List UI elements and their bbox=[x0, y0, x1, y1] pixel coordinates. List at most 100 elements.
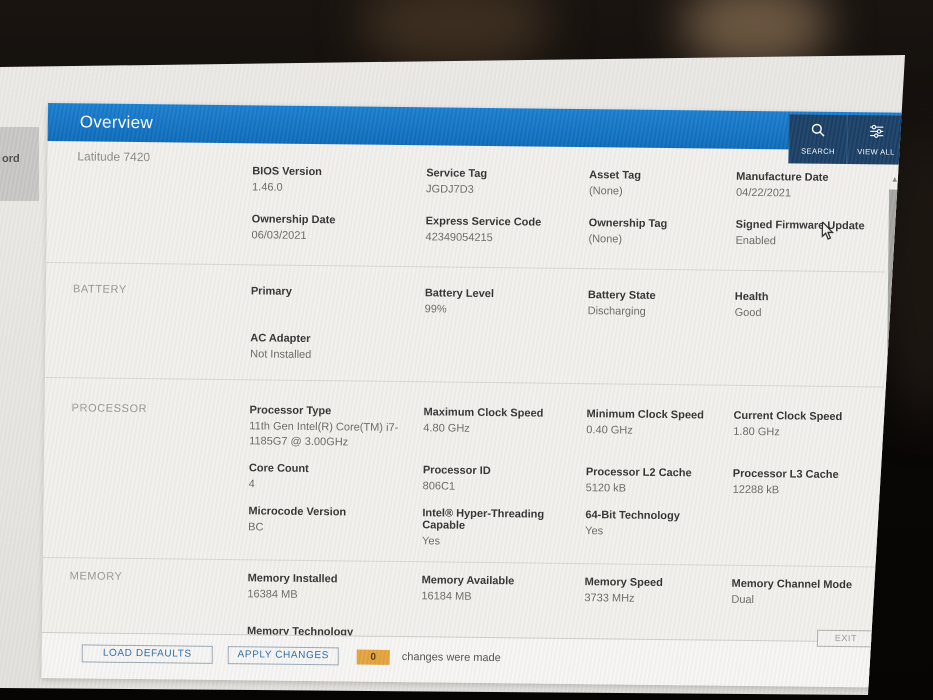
footer-actions: LOAD DEFAULTS APPLY CHANGES 0 changes we… bbox=[81, 644, 501, 667]
search-button-label: SEARCH bbox=[801, 146, 835, 156]
field: Processor L2 Cache 5120 kB bbox=[586, 466, 733, 498]
field-label: Primary bbox=[250, 285, 292, 298]
field-value: 4 bbox=[248, 477, 255, 491]
field: Ownership Date 06/03/2021 bbox=[251, 213, 425, 245]
field: Minimum Clock Speed 0.40 GHz bbox=[586, 408, 733, 454]
field-label: Memory Installed bbox=[247, 572, 338, 586]
field-label: 64-Bit Technology bbox=[585, 508, 680, 522]
scrollbar-thumb[interactable] bbox=[885, 189, 900, 492]
field-value: Yes bbox=[585, 524, 604, 537]
field: Manufacture Date 04/22/2021 bbox=[736, 171, 886, 203]
field-label: BIOS Version bbox=[252, 165, 323, 179]
section-label: PROCESSOR bbox=[71, 402, 148, 416]
sliders-icon bbox=[868, 123, 884, 143]
field-value: 0.40 GHz bbox=[586, 424, 633, 437]
field-value: Discharging bbox=[587, 305, 646, 318]
section-battery: BATTERY Primary Battery Level 99% Battery St… bbox=[44, 261, 886, 387]
field-row: Core Count 4 Processor ID 806C1 Processor L2… bbox=[44, 460, 883, 499]
field-label: Battery Level bbox=[424, 287, 495, 301]
field: Health Good bbox=[735, 291, 885, 323]
section-label bbox=[71, 460, 249, 492]
page-header: Overview SEARCH VIEW ALL bbox=[47, 103, 905, 165]
field-label: Processor ID bbox=[422, 463, 491, 477]
field-label: Health bbox=[734, 290, 769, 304]
exit-button[interactable]: EXIT bbox=[816, 629, 876, 648]
field-label: Ownership Date bbox=[251, 213, 336, 227]
field: Asset Tag (None) bbox=[589, 169, 736, 201]
field-row: PROCESSOR Processor Type 11th Gen Intel(R)… bbox=[44, 402, 883, 456]
field-label: Minimum Clock Speed bbox=[586, 408, 704, 422]
scroll-down-icon[interactable]: ▼ bbox=[885, 614, 894, 624]
field-value: 04/22/2021 bbox=[735, 186, 792, 200]
field: Memory Available 16184 MB bbox=[421, 574, 584, 606]
scroll-up-icon[interactable]: ▲ bbox=[890, 174, 899, 184]
field-value: Not Installed bbox=[250, 348, 312, 361]
apply-changes-button[interactable]: APPLY CHANGES bbox=[227, 646, 339, 666]
field-empty bbox=[587, 336, 734, 368]
field-label: Memory Channel Mode bbox=[731, 577, 853, 592]
bios-setup-window: Overview SEARCH VIEW ALL Latitude 7420 B… bbox=[41, 103, 905, 688]
field: BIOS Version 1.46.0 bbox=[252, 165, 426, 197]
field: Current Clock Speed 1.80 GHz bbox=[733, 410, 883, 456]
field-value: (None) bbox=[588, 185, 623, 198]
field-value: BC bbox=[248, 520, 264, 534]
footer-bar: EXIT LOAD DEFAULTS APPLY CHANGES 0 chang… bbox=[41, 629, 899, 688]
field: Battery State Discharging bbox=[588, 289, 735, 321]
header-toolbar: SEARCH VIEW ALL bbox=[788, 114, 905, 165]
section-label: BATTERY bbox=[72, 283, 127, 296]
photo-reflection bbox=[360, 0, 550, 70]
field-label: Memory Speed bbox=[584, 576, 663, 590]
field-row: BIOS Version 1.46.0 Service Tag JGDJ7D3 Asse… bbox=[47, 163, 886, 202]
load-defaults-button[interactable]: LOAD DEFAULTS bbox=[81, 644, 213, 664]
section-label bbox=[74, 163, 252, 195]
search-icon bbox=[811, 123, 826, 143]
field-value: 11th Gen Intel(R) Core(TM) i7-1185G7 @ 3… bbox=[249, 420, 399, 449]
field: Processor Type 11th Gen Intel(R) Core(TM)… bbox=[249, 404, 423, 451]
page-title: Overview bbox=[79, 112, 154, 133]
field-row: BATTERY Primary Battery Level 99% Battery St… bbox=[46, 283, 885, 322]
field-value: 12288 kB bbox=[732, 483, 780, 497]
field: Primary bbox=[251, 285, 425, 317]
search-button[interactable]: SEARCH bbox=[788, 114, 847, 165]
field-label: AC Adapter bbox=[250, 332, 311, 345]
field: AC Adapter Not Installed bbox=[250, 332, 424, 364]
field-value: 99% bbox=[424, 303, 447, 316]
field-label: Processor L3 Cache bbox=[732, 467, 839, 481]
scrollbar[interactable]: ▲ ▼ bbox=[883, 175, 901, 627]
field-label: Maximum Clock Speed bbox=[423, 406, 544, 420]
field-label: Asset Tag bbox=[589, 169, 642, 182]
view-all-button[interactable]: VIEW ALL bbox=[846, 115, 905, 165]
field-value: JGDJ7D3 bbox=[425, 183, 474, 196]
field-label: Battery State bbox=[587, 289, 656, 302]
field-label: Processor Type bbox=[249, 404, 332, 418]
field-row: AC Adapter Not Installed bbox=[45, 330, 884, 369]
section-label: MEMORY bbox=[69, 570, 123, 583]
field-value: Enabled bbox=[735, 234, 776, 248]
view-all-button-label: VIEW ALL bbox=[857, 147, 895, 157]
field: 64-Bit Technology Yes bbox=[585, 509, 732, 553]
field: Maximum Clock Speed 4.80 GHz bbox=[423, 406, 586, 453]
field-value: 3733 MHz bbox=[584, 592, 635, 605]
section-label bbox=[70, 503, 248, 547]
field: Core Count 4 bbox=[249, 462, 423, 494]
field: Processor ID 806C1 bbox=[423, 464, 586, 496]
field: Battery Level 99% bbox=[425, 287, 588, 319]
field: Processor L3 Cache 12288 kB bbox=[733, 467, 883, 499]
field-value: Good bbox=[734, 306, 762, 320]
field-label: Microcode Version bbox=[248, 504, 347, 518]
field-value: 42349054215 bbox=[425, 231, 493, 244]
field-value: 1.46.0 bbox=[251, 181, 283, 194]
field: Memory Channel Mode Dual bbox=[731, 578, 881, 610]
field-empty bbox=[732, 510, 882, 554]
field: Memory Installed 16384 MB bbox=[247, 572, 421, 604]
field-value: 5120 kB bbox=[585, 481, 627, 495]
field-value: (None) bbox=[588, 232, 623, 246]
field-label: Signed Firmware Update bbox=[735, 218, 865, 233]
laptop-screen: ord Overview SEARCH VIEW ALL La bbox=[0, 55, 905, 695]
field-label: Processor L2 Cache bbox=[585, 465, 692, 480]
section-label bbox=[73, 211, 251, 243]
field-value: 16184 MB bbox=[421, 590, 472, 603]
section-processor: PROCESSOR Processor Type 11th Gen Intel(R)… bbox=[42, 376, 884, 567]
field-label: Memory Available bbox=[421, 574, 515, 588]
field-empty bbox=[734, 338, 884, 370]
